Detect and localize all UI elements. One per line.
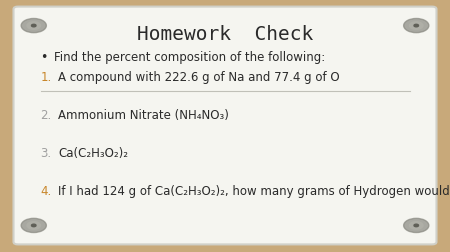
- Circle shape: [32, 25, 36, 28]
- Text: •: •: [40, 50, 48, 63]
- Text: 4.: 4.: [40, 184, 52, 197]
- Circle shape: [410, 222, 423, 229]
- Circle shape: [27, 222, 40, 229]
- Text: Ca(C₂H₃O₂)₂: Ca(C₂H₃O₂)₂: [58, 146, 129, 159]
- Circle shape: [21, 218, 46, 233]
- Circle shape: [414, 224, 418, 227]
- Circle shape: [410, 23, 423, 30]
- Text: Find the percent composition of the following:: Find the percent composition of the foll…: [54, 50, 325, 63]
- Text: Ammonium Nitrate (NH₄NO₃): Ammonium Nitrate (NH₄NO₃): [58, 108, 230, 121]
- Text: 2.: 2.: [40, 108, 52, 121]
- Circle shape: [404, 19, 429, 34]
- Circle shape: [404, 218, 429, 233]
- Text: 3.: 3.: [40, 146, 52, 159]
- Text: A compound with 222.6 g of Na and 77.4 g of O: A compound with 222.6 g of Na and 77.4 g…: [58, 71, 340, 83]
- Circle shape: [414, 25, 418, 28]
- Circle shape: [32, 224, 36, 227]
- Text: If I had 124 g of Ca(C₂H₃O₂)₂, how many grams of Hydrogen would I have?: If I had 124 g of Ca(C₂H₃O₂)₂, how many …: [58, 184, 450, 197]
- Circle shape: [21, 19, 46, 34]
- Circle shape: [27, 23, 40, 30]
- Text: 1.: 1.: [40, 71, 52, 83]
- Text: Homework  Check: Homework Check: [137, 25, 313, 44]
- FancyBboxPatch shape: [14, 8, 436, 244]
